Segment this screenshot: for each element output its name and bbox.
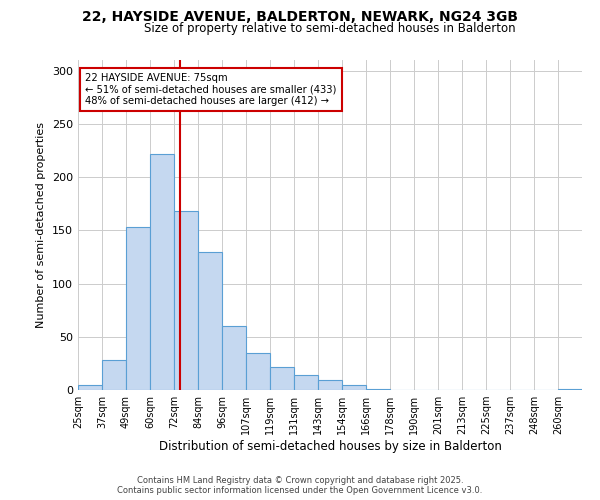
Bar <box>318 380 342 390</box>
Bar <box>294 375 318 390</box>
Bar <box>270 366 294 390</box>
Text: 22 HAYSIDE AVENUE: 75sqm
← 51% of semi-detached houses are smaller (433)
48% of : 22 HAYSIDE AVENUE: 75sqm ← 51% of semi-d… <box>85 73 337 106</box>
Y-axis label: Number of semi-detached properties: Number of semi-detached properties <box>37 122 46 328</box>
Bar <box>78 384 102 390</box>
Bar <box>366 389 390 390</box>
X-axis label: Distribution of semi-detached houses by size in Balderton: Distribution of semi-detached houses by … <box>158 440 502 453</box>
Bar <box>222 326 246 390</box>
Bar <box>126 227 150 390</box>
Bar <box>174 211 198 390</box>
Text: Contains HM Land Registry data © Crown copyright and database right 2025.
Contai: Contains HM Land Registry data © Crown c… <box>118 476 482 495</box>
Bar <box>150 154 174 390</box>
Bar <box>558 389 582 390</box>
Bar <box>198 252 222 390</box>
Bar <box>342 384 366 390</box>
Bar <box>246 352 270 390</box>
Text: 22, HAYSIDE AVENUE, BALDERTON, NEWARK, NG24 3GB: 22, HAYSIDE AVENUE, BALDERTON, NEWARK, N… <box>82 10 518 24</box>
Bar <box>102 360 126 390</box>
Title: Size of property relative to semi-detached houses in Balderton: Size of property relative to semi-detach… <box>144 22 516 35</box>
